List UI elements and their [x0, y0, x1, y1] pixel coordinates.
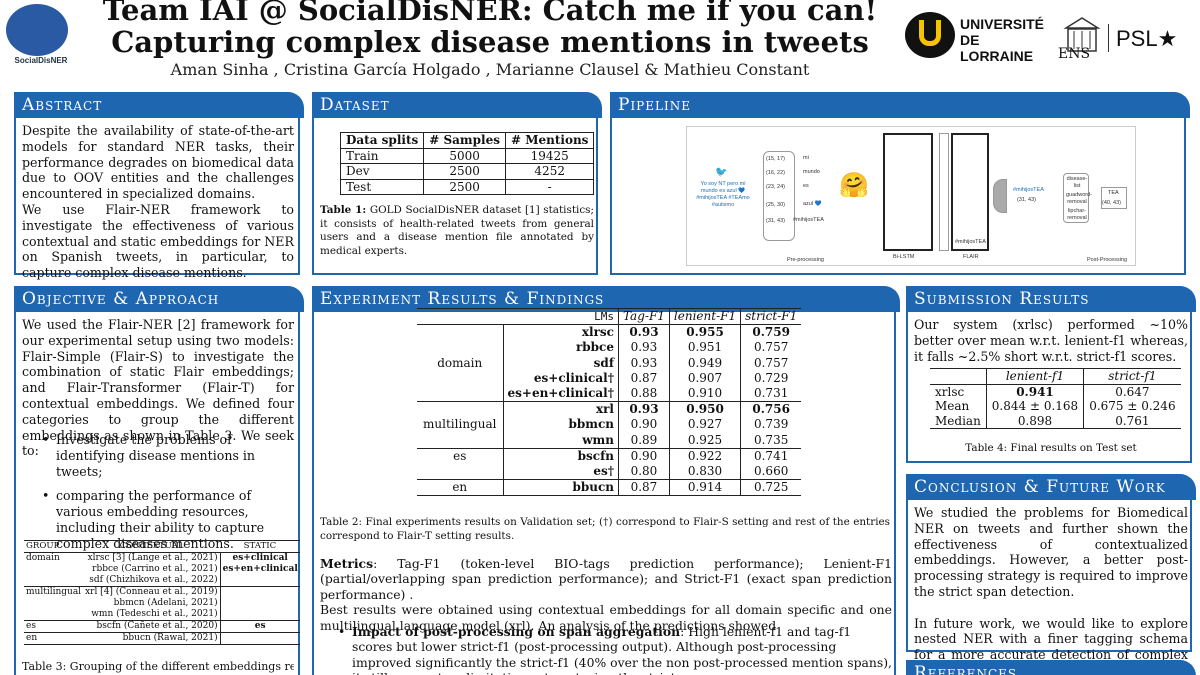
pipeline-section: Pipeline Yo soy NT pero mi mundo es azul…	[610, 92, 1190, 275]
submission-text: Our system (xrlsc) performed ~10% better…	[914, 317, 1188, 364]
table2-caption: Table 2: Final experiments results on Va…	[320, 516, 890, 542]
dataset-title: Dataset	[312, 92, 602, 118]
table3-caption: Table 3: Grouping of the different embed…	[22, 660, 294, 673]
table4-caption: Table 4: Final results on Test set	[965, 442, 1137, 454]
table-row: en bbucn 0.87 0.914 0.725	[417, 479, 802, 497]
results-section: Experiment Results & Findings LMs Tag-F1 l…	[312, 286, 900, 675]
table-row: wmn 0.89 0.925 0.735	[417, 432, 802, 449]
table-row: rbbce 0.93 0.951 0.757	[417, 340, 802, 356]
hugging-face-icon: 🤗	[839, 171, 869, 199]
abstract-title: Abstract	[14, 92, 304, 118]
flair-output-box	[951, 133, 989, 251]
star-icon: ★	[1157, 26, 1178, 51]
results-title: Experiment Results & Findings	[312, 286, 900, 312]
references-section: References	[906, 660, 1196, 675]
results-table: LMs Tag-F1 lenient-F1 strict-F1 xlrsc 0.93 0.…	[417, 307, 802, 497]
ens-name: ENS	[1058, 46, 1091, 62]
objective-section: Objective & Approach We used the Flair-N…	[14, 286, 304, 675]
table-row: en bbucn (Rawal, 2021)	[24, 632, 300, 645]
socialdisner-logo	[6, 4, 68, 56]
objective-bullets: Investigate the problems of identifying …	[40, 432, 296, 561]
references-title: References	[906, 660, 1196, 675]
dataset-table: Data splits # Samples # Mentions Train 5000…	[339, 132, 595, 195]
table-row: es+en+clinical† 0.88 0.910 0.731	[417, 386, 802, 402]
conclusion-text: We studied the problems for Biomedical N…	[914, 505, 1188, 675]
table-row: Mean 0.844 ± 0.168 0.675 ± 0.246	[930, 399, 1181, 414]
list-item: Investigate the problems of identifying …	[40, 432, 296, 479]
table-row: es bscfn (Cañete et al., 2020) es	[24, 620, 300, 633]
submission-section: Submission Results Our system (xrlsc) pe…	[906, 286, 1196, 463]
twitter-icon: 🐦	[715, 167, 728, 178]
span-list: (15, 17) (16, 22) (23, 24) (25, 30) (31,…	[763, 151, 795, 241]
embeddings-table: GROUP CONTEXTUAL STATIC domain xlrsc [3] (L…	[24, 540, 300, 645]
table-row: Test 2500-	[339, 178, 595, 195]
table-row: multilingual xrl [4] (Conneau et al., 201…	[24, 586, 300, 598]
table-row: Dev 2500 4252	[339, 163, 595, 180]
conclusion-title: Conclusion & Future Work	[906, 474, 1196, 500]
table-row: es† 0.80 0.830 0.660	[417, 464, 802, 480]
table-row: domain sdf 0.93 0.949 0.757	[417, 355, 802, 371]
table-row: rbbce (Carrino et al., 2021) es+en+clinic…	[92, 564, 300, 575]
ul-name: UNIVERSITÉ DE LORRAINE	[960, 16, 1045, 64]
findings-list: Impact of post-processing on span aggreg…	[336, 624, 892, 675]
final-output-box: TEA (40, 43)	[1101, 187, 1127, 209]
table-row: domain xlrsc [3] (Lange et al., 2021) es+c…	[24, 552, 300, 564]
merge-gate	[993, 179, 1007, 213]
objective-title: Objective & Approach	[14, 286, 304, 312]
table-row: es+clinical† 0.87 0.907 0.729	[417, 370, 802, 387]
crf-box	[939, 133, 949, 251]
table-row: multilingual bbmcn 0.90 0.927 0.739	[417, 417, 802, 433]
table-row: Train 5000 19425	[339, 147, 595, 164]
bilstm-box	[883, 133, 933, 251]
authors: Aman Sinha , Cristina García Holgado , M…	[170, 60, 810, 79]
poster-title: Team IAI @ SocialDisNER: Catch me if you…	[102, 0, 878, 59]
table-row: wmn (Tedeschi et al., 2021)	[24, 609, 300, 621]
table-row: bbmcn (Adelani, 2021)	[24, 598, 300, 609]
tweet-text: Yo soy NT pero mi mundo es azul 💙 #mihij…	[696, 181, 750, 208]
table-row: xrl 0.93 0.950 0.756	[417, 401, 802, 418]
pipeline-title: Pipeline	[610, 92, 1190, 118]
abstract-text: Despite the availability of state-of-the…	[22, 123, 294, 281]
submission-title: Submission Results	[906, 286, 1196, 312]
divider	[1108, 24, 1109, 52]
pipeline-diagram: Yo soy NT pero mi mundo es azul 💙 #mihij…	[686, 126, 1136, 266]
ul-logo	[905, 12, 955, 58]
table-row: xrlsc 0.941 0.647	[930, 384, 1181, 399]
table-row: sdf (Chizhikova et al., 2022)	[24, 575, 300, 587]
ens-building-icon	[1063, 17, 1101, 52]
logo-text: SocialDisNER	[14, 56, 68, 65]
table-row: xlrsc 0.93 0.955 0.759	[417, 324, 802, 341]
table-row: es bscfn 0.90 0.922 0.741	[417, 447, 802, 465]
psl-name: PSL★	[1116, 26, 1178, 51]
test-results-table: lenient-f1 strict-f1 xrlsc 0.941 0.647 Mean…	[930, 368, 1181, 429]
list-item: Impact of post-processing on span aggreg…	[336, 624, 892, 675]
conclusion-section: Conclusion & Future Work We studied the …	[906, 474, 1196, 675]
table1-caption: Table 1: GOLD SocialDisNER dataset [1] s…	[320, 204, 594, 257]
dataset-section: Dataset Data splits # Samples # Mentions T…	[312, 92, 602, 275]
abstract-section: Abstract Despite the availability of sta…	[14, 92, 304, 280]
table-row: Median 0.898 0.761	[930, 413, 1181, 429]
rules-box: disease-list guadword-removal lipchar-re…	[1063, 173, 1092, 223]
metrics-text: Metrics: Tag-F1 (token-level BIO-tags pr…	[320, 556, 892, 633]
